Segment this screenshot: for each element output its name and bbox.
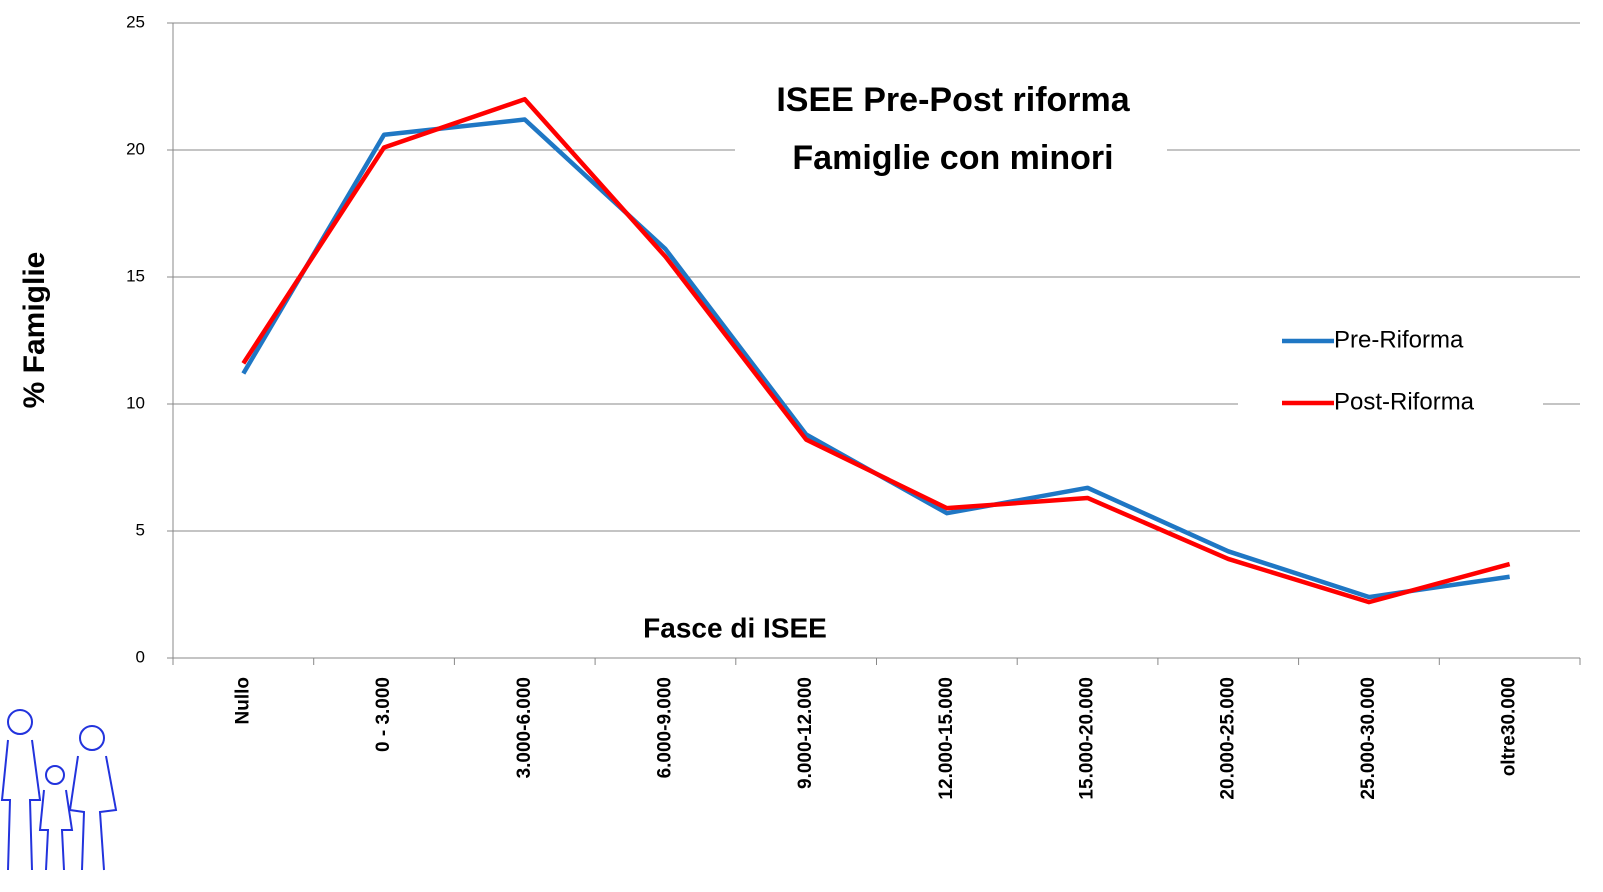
x-tick-label: 25.000-30.000 bbox=[1358, 677, 1379, 800]
chart: 0 5 10 15 20 25 Nullo 0 - 3.000 3.000-6.000 6.000… bbox=[0, 0, 1603, 892]
y-tick-label: 20 bbox=[126, 139, 145, 158]
x-tick-label: 12.000-15.000 bbox=[936, 677, 957, 800]
x-tick-label: 0 - 3.000 bbox=[373, 677, 394, 752]
chart-title: ISEE Pre-Post riforma bbox=[776, 81, 1130, 119]
y-tick-label: 10 bbox=[126, 393, 145, 412]
y-tick-label: 15 bbox=[126, 266, 145, 285]
x-tick-label: 15.000-20.000 bbox=[1077, 677, 1098, 800]
y-axis-title: % Famiglie bbox=[18, 252, 51, 409]
x-tick-label: 9.000-12.000 bbox=[795, 677, 816, 789]
legend-label: Post-Riforma bbox=[1334, 388, 1475, 415]
y-tick-label: 0 bbox=[136, 647, 145, 666]
family-logo bbox=[2, 710, 116, 870]
x-tick-label: 6.000-9.000 bbox=[654, 677, 675, 778]
x-tick-label: 20.000-25.000 bbox=[1217, 677, 1238, 800]
legend-label: Pre-Riforma bbox=[1334, 326, 1464, 353]
y-tick-label: 25 bbox=[126, 12, 145, 31]
x-tick-label: 3.000-6.000 bbox=[514, 677, 535, 778]
y-tick-label: 5 bbox=[136, 520, 145, 539]
x-tick-label: Nullo bbox=[232, 677, 253, 725]
x-axis-title: Fasce di ISEE bbox=[643, 612, 827, 643]
x-tick-label: oltre30.000 bbox=[1499, 677, 1520, 776]
chart-subtitle: Famiglie con minori bbox=[792, 139, 1113, 177]
